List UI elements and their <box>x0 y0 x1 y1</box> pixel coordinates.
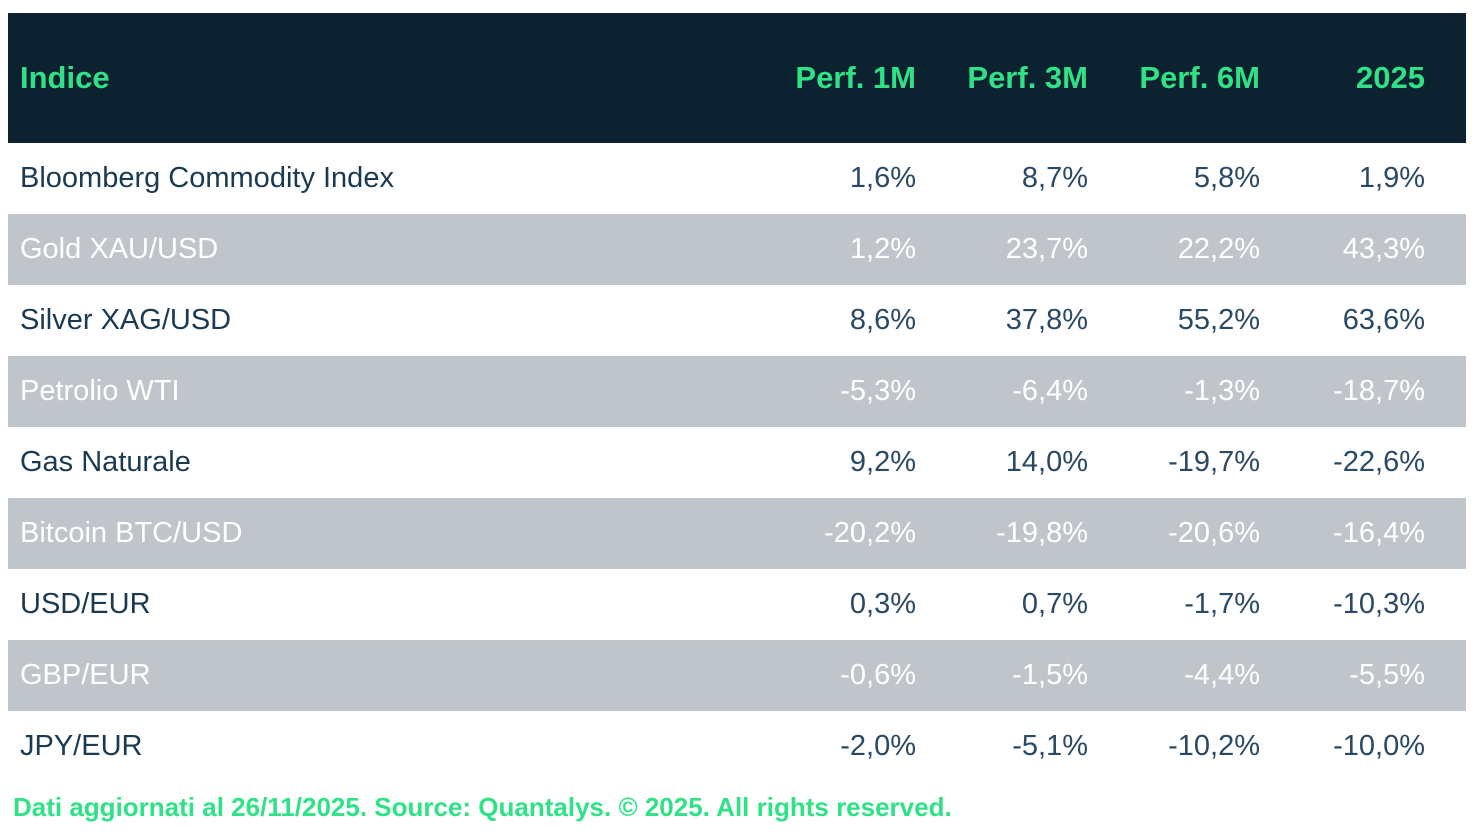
cell-2025: -18,7% <box>1333 375 1425 407</box>
cell-perf-1m: -20,2% <box>824 517 916 549</box>
cell-perf-3m: 0,7% <box>1021 588 1088 620</box>
cell-perf-6m: -19,7% <box>1168 446 1260 478</box>
row-label: Silver XAG/USD <box>20 304 232 336</box>
cell-2025: -10,3% <box>1333 588 1425 620</box>
cell-2025: -22,6% <box>1333 446 1425 478</box>
column-header-perf-6m: Perf. 6M <box>1139 60 1260 95</box>
column-header-perf-3m: Perf. 3M <box>967 60 1088 95</box>
cell-perf-3m: 37,8% <box>1005 304 1088 336</box>
cell-perf-6m: -10,2% <box>1168 730 1260 762</box>
performance-table: Indice Perf. 1M Perf. 3M Perf. 6M 2025 B… <box>8 13 1466 782</box>
cell-perf-3m: -19,8% <box>996 517 1088 549</box>
row-label: Petrolio WTI <box>20 375 180 407</box>
cell-perf-1m: 0,3% <box>849 588 916 620</box>
table-row: Bloomberg Commodity Index 1,6% 8,7% 5,8%… <box>8 143 1466 214</box>
row-label: Gas Naturale <box>20 446 191 478</box>
table-body: Bloomberg Commodity Index 1,6% 8,7% 5,8%… <box>8 143 1466 782</box>
cell-perf-6m: -20,6% <box>1168 517 1260 549</box>
cell-perf-6m: -4,4% <box>1184 659 1260 691</box>
cell-perf-1m: 8,6% <box>849 304 916 336</box>
row-label: Bitcoin BTC/USD <box>20 517 243 549</box>
cell-2025: -16,4% <box>1333 517 1425 549</box>
cell-2025: -5,5% <box>1349 659 1425 691</box>
row-label: GBP/EUR <box>20 659 151 691</box>
column-header-perf-1m: Perf. 1M <box>795 60 916 95</box>
cell-perf-3m: -1,5% <box>1012 659 1088 691</box>
table-row: Silver XAG/USD 8,6% 37,8% 55,2% 63,6% <box>8 285 1466 356</box>
table-row: USD/EUR 0,3% 0,7% -1,7% -10,3% <box>8 569 1466 640</box>
row-label: Gold XAU/USD <box>20 233 219 265</box>
cell-perf-6m: -1,3% <box>1184 375 1260 407</box>
cell-2025: 43,3% <box>1342 233 1425 265</box>
column-header-indice: Indice <box>20 60 110 95</box>
cell-perf-6m: 5,8% <box>1193 162 1260 194</box>
cell-perf-1m: 9,2% <box>849 446 916 478</box>
table-row: Gold XAU/USD 1,2% 23,7% 22,2% 43,3% <box>8 214 1466 285</box>
cell-perf-3m: -5,1% <box>1012 730 1088 762</box>
cell-perf-1m: 1,6% <box>849 162 916 194</box>
row-label: USD/EUR <box>20 588 151 620</box>
table-row: Petrolio WTI -5,3% -6,4% -1,3% -18,7% <box>8 356 1466 427</box>
cell-perf-1m: 1,2% <box>849 233 916 265</box>
column-header-2025: 2025 <box>1356 60 1425 95</box>
cell-perf-6m: 55,2% <box>1177 304 1260 336</box>
cell-2025: 63,6% <box>1342 304 1425 336</box>
table-row: JPY/EUR -2,0% -5,1% -10,2% -10,0% <box>8 711 1466 782</box>
cell-perf-1m: -2,0% <box>840 730 916 762</box>
table-row: GBP/EUR -0,6% -1,5% -4,4% -5,5% <box>8 640 1466 711</box>
table-row: Bitcoin BTC/USD -20,2% -19,8% -20,6% -16… <box>8 498 1466 569</box>
table-row: Gas Naturale 9,2% 14,0% -19,7% -22,6% <box>8 427 1466 498</box>
cell-perf-3m: 14,0% <box>1005 446 1088 478</box>
table-header-row: Indice Perf. 1M Perf. 3M Perf. 6M 2025 <box>8 13 1466 143</box>
cell-perf-6m: -1,7% <box>1184 588 1260 620</box>
cell-2025: 1,9% <box>1358 162 1425 194</box>
footer-source-note: Dati aggiornati al 26/11/2025. Source: Q… <box>13 792 952 822</box>
cell-perf-3m: -6,4% <box>1012 375 1088 407</box>
cell-perf-6m: 22,2% <box>1177 233 1260 265</box>
row-label: Bloomberg Commodity Index <box>20 162 394 194</box>
cell-2025: -10,0% <box>1333 730 1425 762</box>
cell-perf-3m: 8,7% <box>1021 162 1088 194</box>
row-label: JPY/EUR <box>20 730 143 762</box>
cell-perf-3m: 23,7% <box>1005 233 1088 265</box>
cell-perf-1m: -0,6% <box>840 659 916 691</box>
cell-perf-1m: -5,3% <box>840 375 916 407</box>
